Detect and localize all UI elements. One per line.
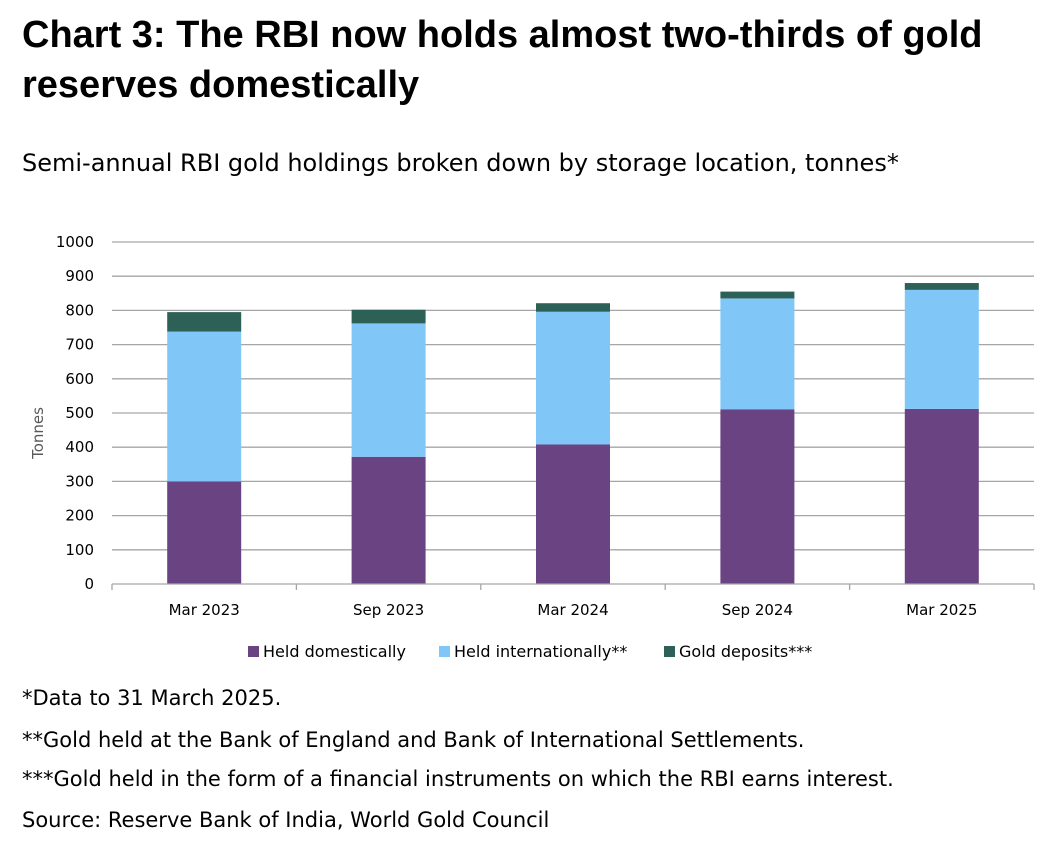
chart-title: Chart 3: The RBI now holds almost two-th… [22, 14, 983, 106]
bar-segment [720, 291, 795, 299]
y-tick-label: 0 [84, 575, 94, 593]
y-tick-label: 900 [65, 267, 94, 285]
y-tick-label: 400 [65, 438, 94, 456]
footnote-data-date: *Data to 31 March 2025. [22, 686, 282, 710]
x-category-label: Mar 2024 [537, 601, 608, 619]
x-category-labels: Mar 2023 Sep 2023 Mar 2024 Sep 2024 Mar 2025 [169, 601, 978, 619]
bar-segment [536, 444, 610, 584]
footnote-gold-deposits: ***Gold held in the form of a financial … [22, 767, 894, 791]
y-axis-title: Tonnes [29, 407, 47, 460]
y-tick-labels: 0 100 200 300 400 500 600 700 800 900 1000 [56, 233, 94, 593]
bar-segment [167, 331, 242, 482]
bars [167, 283, 979, 584]
legend-label: Held domestically [263, 642, 406, 661]
bar-segment [904, 289, 979, 409]
y-tick-label: 300 [65, 472, 94, 490]
axes [111, 583, 1035, 590]
y-tick-label: 800 [65, 301, 94, 319]
bar-segment [904, 408, 979, 584]
y-tick-label: 600 [65, 370, 94, 388]
y-tick-label: 100 [65, 541, 94, 559]
bar-segment [904, 283, 979, 290]
x-category-label: Mar 2023 [169, 601, 240, 619]
bar-segment [720, 409, 795, 584]
bar-segment [167, 481, 242, 584]
bar-segment [167, 312, 242, 332]
x-category-label: Sep 2024 [722, 601, 793, 619]
legend-label: Gold deposits*** [679, 642, 812, 661]
stacked-bar-chart: 0 100 200 300 400 500 600 700 800 900 1000 Mar 202… [29, 233, 1035, 661]
source-note: Source: Reserve Bank of India, World Gol… [22, 808, 550, 832]
bar-segment [536, 311, 610, 445]
bar-segment [536, 303, 610, 312]
legend-swatch [439, 646, 450, 657]
footnote-held-internationally: **Gold held at the Bank of England and B… [22, 728, 805, 752]
x-category-label: Mar 2025 [906, 601, 977, 619]
legend-swatch [664, 646, 675, 657]
bar-segment [720, 298, 795, 410]
bar-segment [351, 323, 426, 457]
bar-segment [351, 456, 426, 584]
y-tick-label: 200 [65, 507, 94, 525]
chart-subtitle: Semi-annual RBI gold holdings broken dow… [22, 149, 899, 177]
y-tick-label: 700 [65, 336, 94, 354]
bar-segment [351, 309, 426, 324]
legend-label: Held internationally** [454, 642, 627, 661]
x-category-label: Sep 2023 [353, 601, 424, 619]
y-tick-label: 1000 [56, 233, 94, 251]
legend: Held domestically Held internationally** G… [248, 642, 812, 661]
y-tick-label: 500 [65, 404, 94, 422]
legend-swatch [248, 646, 259, 657]
